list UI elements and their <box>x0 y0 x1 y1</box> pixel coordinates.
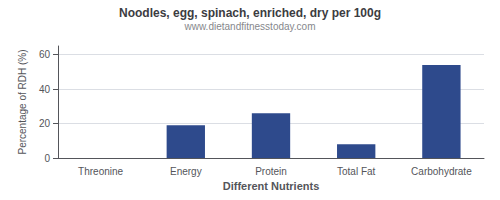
svg-text:Protein: Protein <box>255 166 287 177</box>
svg-text:20: 20 <box>39 118 51 129</box>
svg-text:60: 60 <box>39 49 51 60</box>
svg-text:Total Fat: Total Fat <box>337 166 376 177</box>
svg-text:Energy: Energy <box>170 166 202 177</box>
svg-text:Carbohydrate: Carbohydrate <box>411 166 472 177</box>
svg-text:40: 40 <box>39 84 51 95</box>
svg-text:Different Nutrients: Different Nutrients <box>223 180 320 192</box>
svg-text:Threonine: Threonine <box>78 166 123 177</box>
svg-text:Noodles, egg, spinach, enriche: Noodles, egg, spinach, enriched, dry per… <box>119 6 381 20</box>
svg-text:www.dietandfitnesstoday.com: www.dietandfitnesstoday.com <box>184 21 316 32</box>
svg-text:Percentage of RDH (%): Percentage of RDH (%) <box>17 49 28 154</box>
svg-text:0: 0 <box>44 153 50 164</box>
